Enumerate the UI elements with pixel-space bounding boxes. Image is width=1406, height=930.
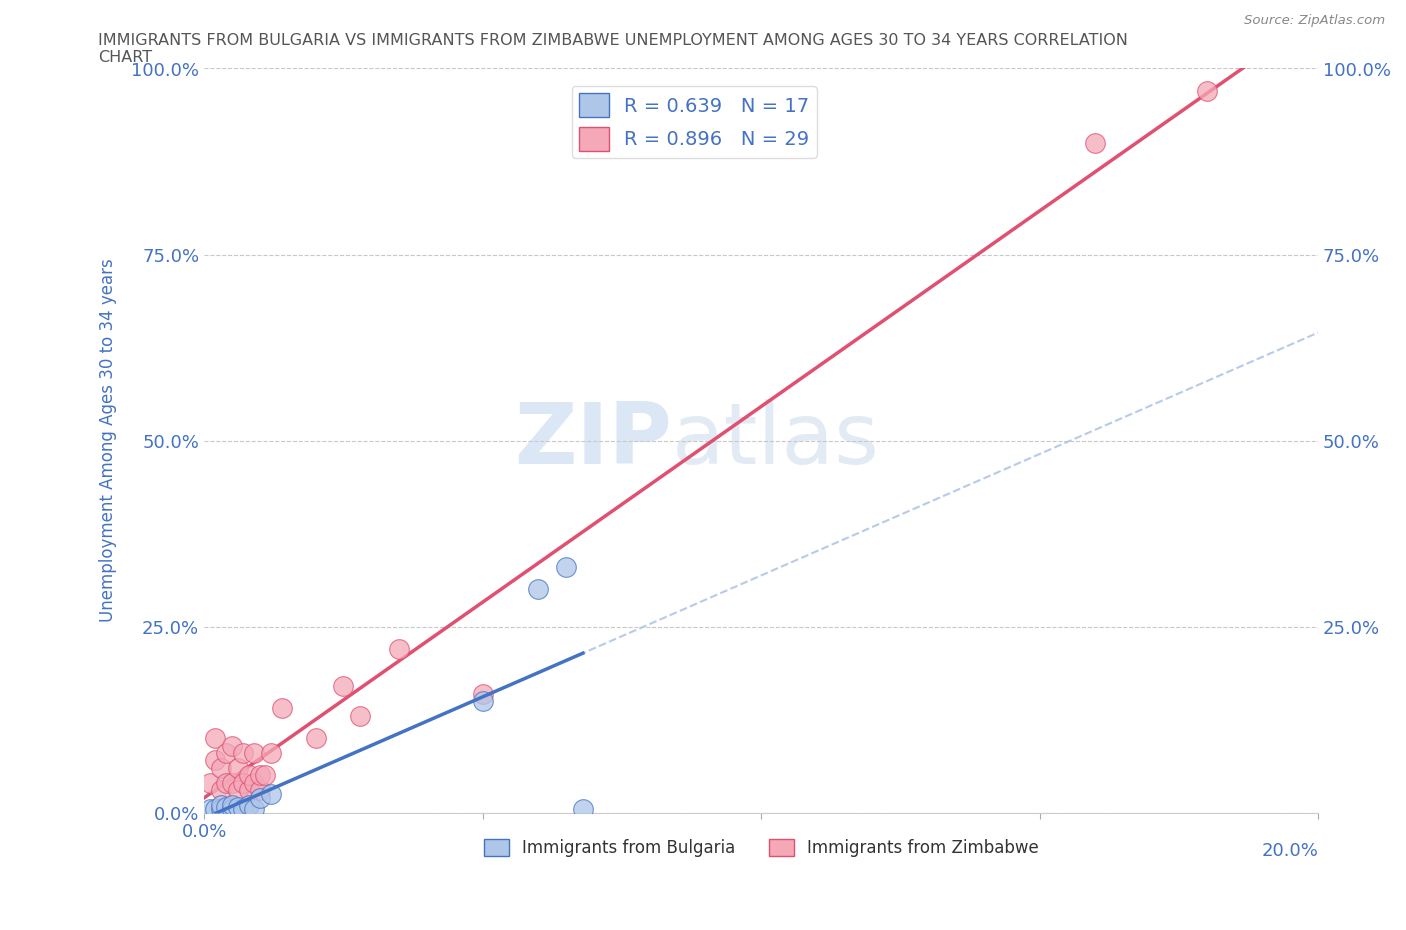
Point [232,776,254,790]
Text: IMMIGRANTS FROM BULGARIA VS IMMIGRANTS FROM ZIMBABWE UNEMPLOYMENT AMONG AGES 30 : IMMIGRANTS FROM BULGARIA VS IMMIGRANTS F… [98,33,1128,65]
Point [204,753,226,768]
Point [332,679,354,694]
Point [555,560,578,575]
Point [232,802,254,817]
Point [209,802,232,817]
Point [215,746,238,761]
Point [388,642,411,657]
Point [238,798,260,813]
Text: ZIP: ZIP [515,399,672,482]
Point [243,802,266,817]
Point [226,799,249,814]
Point [226,761,249,776]
Point [471,694,494,709]
Point [260,787,283,802]
Point [221,776,243,790]
Point [572,802,595,817]
Text: 20.0%: 20.0% [1261,843,1319,860]
Point [471,686,494,701]
Point [198,776,221,790]
Point [349,709,371,724]
Point [238,783,260,798]
Point [209,761,232,776]
Point [527,582,550,597]
Text: atlas: atlas [672,399,880,482]
Point [221,798,243,813]
Point [209,798,232,813]
Text: Source: ZipAtlas.com: Source: ZipAtlas.com [1244,14,1385,27]
Point [249,783,271,798]
Point [221,802,243,817]
Point [204,731,226,746]
Point [215,776,238,790]
Y-axis label: Unemployment Among Ages 30 to 34 years: Unemployment Among Ages 30 to 34 years [100,259,117,622]
Point [215,799,238,814]
Point [1195,84,1218,99]
Point [304,731,326,746]
Point [249,768,271,783]
Point [271,701,294,716]
Point [232,746,254,761]
Point [226,783,249,798]
Point [209,783,232,798]
Legend: R = 0.639   N = 17, R = 0.896   N = 29: R = 0.639 N = 17, R = 0.896 N = 29 [572,86,817,158]
Point [221,738,243,753]
Point [1084,136,1107,151]
Point [260,746,283,761]
Point [238,768,260,783]
Point [243,776,266,790]
Point [204,802,226,817]
Point [243,746,266,761]
Point [254,768,277,783]
Point [249,790,271,805]
Point [198,802,221,817]
